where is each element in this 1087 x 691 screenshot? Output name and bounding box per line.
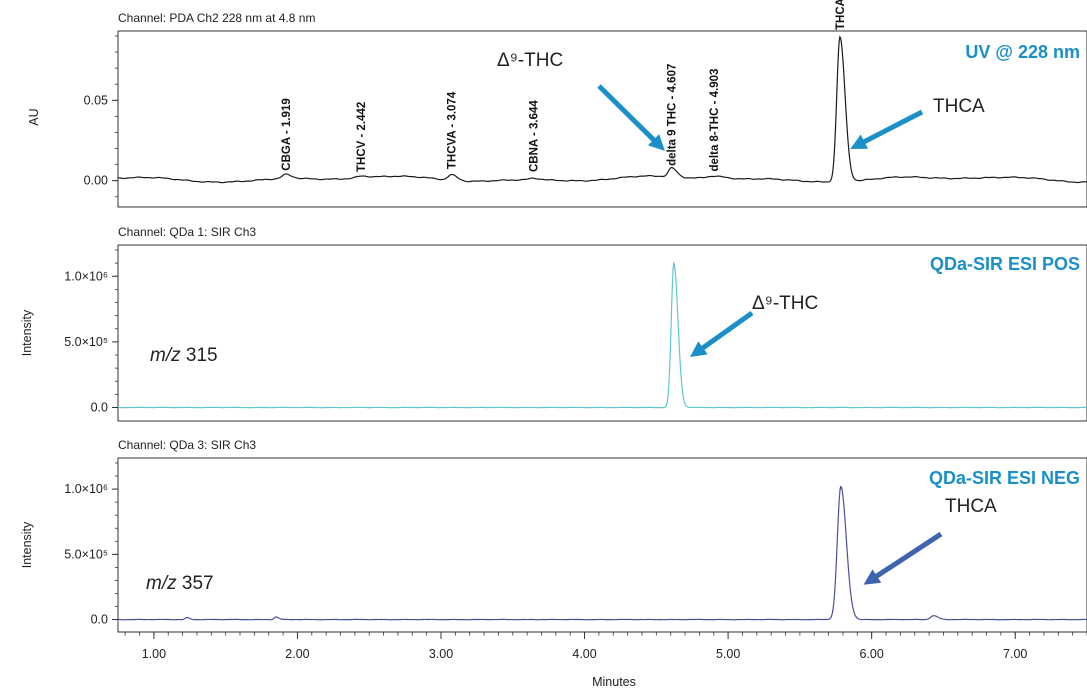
mz-prefix-pos: m/z bbox=[150, 345, 181, 366]
x-axis-title: Minutes bbox=[592, 675, 636, 689]
y-axis-title-neg: Intensity bbox=[20, 521, 34, 568]
channel-label-uv: Channel: PDA Ch2 228 nm at 4.8 nm bbox=[118, 11, 315, 25]
peak-label-4: delta 9 THC - 4.607 bbox=[667, 64, 679, 166]
channel-label-neg: Channel: QDa 3: SIR Ch3 bbox=[118, 438, 256, 452]
y-tick-label-neg-1: 5.0×10⁵ bbox=[64, 547, 108, 561]
channel-label-pos: Channel: QDa 1: SIR Ch3 bbox=[118, 225, 256, 239]
y-tick-label-uv-1: 0.05 bbox=[84, 93, 108, 107]
peak-label-0: CBGA - 1.919 bbox=[281, 98, 293, 170]
mz-value-pos: 315 bbox=[186, 345, 218, 366]
annotation-d9thc-uv: Δ⁹-THC bbox=[497, 50, 563, 71]
x-tick-label-6: 7.00 bbox=[1003, 647, 1027, 661]
annotation-d9thc-pos: Δ⁹-THC bbox=[752, 293, 818, 314]
arrow-thca-uv bbox=[850, 109, 924, 149]
y-axis-title-uv: AU bbox=[27, 108, 41, 125]
panel-title-pos: QDa-SIR ESI POS bbox=[930, 254, 1080, 274]
arrow-d9thc-pos bbox=[689, 310, 754, 358]
annotation-thca-neg: THCA bbox=[945, 496, 997, 517]
y-axis-title-pos: Intensity bbox=[20, 309, 34, 356]
y-axis-neg: 0.0 5.0×10⁵ 1.0×10⁶ bbox=[64, 462, 118, 627]
plot-frame-pos bbox=[117, 244, 1087, 422]
panel-neg: Channel: QDa 3: SIR Ch3 0.0 5.0×10⁵ 1.0×10… bbox=[20, 438, 1087, 633]
peak-label-1: THCV - 2.442 bbox=[356, 102, 368, 172]
x-axis: 1.00 2.00 3.00 4.00 5.00 6.00 7.00 bbox=[124, 632, 1087, 661]
peak-label-6: THCA - 5.779 bbox=[835, 0, 847, 30]
arrow-thca-neg bbox=[863, 531, 943, 585]
x-tick-label-0: 1.00 bbox=[142, 647, 166, 661]
y-tick-label-pos-2: 1.0×10⁶ bbox=[64, 269, 108, 283]
panel-title-neg: QDa-SIR ESI NEG bbox=[929, 468, 1080, 488]
y-axis-pos: 0.0 5.0×10⁵ 1.0×10⁶ bbox=[64, 249, 118, 415]
series-line-neg bbox=[117, 485, 1087, 621]
peak-label-5: delta 8-THC - 4.903 bbox=[709, 69, 721, 172]
y-tick-label-pos-0: 0.0 bbox=[91, 401, 108, 415]
panel-pos: Channel: QDa 1: SIR Ch3 0.0 5.0×10⁵ 1.0×10… bbox=[20, 225, 1087, 422]
x-tick-label-3: 4.00 bbox=[572, 647, 596, 661]
mz-value-neg: 357 bbox=[182, 573, 214, 594]
annotation-thca-uv: THCA bbox=[933, 96, 985, 117]
mz-label-neg: m/z 357 bbox=[146, 573, 214, 594]
peak-label-3: CBNA - 3.644 bbox=[528, 100, 540, 172]
mz-prefix-neg: m/z bbox=[146, 573, 177, 594]
y-axis-uv: 0.00 0.05 bbox=[84, 35, 118, 198]
y-tick-label-neg-2: 1.0×10⁶ bbox=[64, 482, 108, 496]
x-tick-label-2: 3.00 bbox=[429, 647, 453, 661]
peak-labels-uv: CBGA - 1.919 THCV - 2.442 THCVA - 3.074 CBN… bbox=[281, 0, 847, 172]
series-line-uv bbox=[118, 35, 1087, 184]
y-tick-label-neg-0: 0.0 bbox=[91, 613, 108, 627]
mz-label-pos: m/z 315 bbox=[150, 345, 218, 366]
plot-frame-neg bbox=[117, 457, 1087, 633]
x-tick-label-4: 5.00 bbox=[716, 647, 740, 661]
x-tick-label-5: 6.00 bbox=[859, 647, 883, 661]
x-tick-label-1: 2.00 bbox=[285, 647, 309, 661]
y-tick-label-pos-1: 5.0×10⁵ bbox=[64, 335, 108, 349]
y-tick-label-uv-0: 0.00 bbox=[84, 174, 108, 188]
plot-frame-uv bbox=[117, 30, 1087, 208]
series-line-pos bbox=[117, 260, 1087, 409]
panel-uv: Channel: PDA Ch2 228 nm at 4.8 nm 0.000.… bbox=[27, 0, 1087, 208]
peak-label-2: THCVA - 3.074 bbox=[447, 91, 459, 169]
arrow-d9thc-uv bbox=[597, 84, 665, 151]
panel-title-uv: UV @ 228 nm bbox=[965, 42, 1080, 62]
